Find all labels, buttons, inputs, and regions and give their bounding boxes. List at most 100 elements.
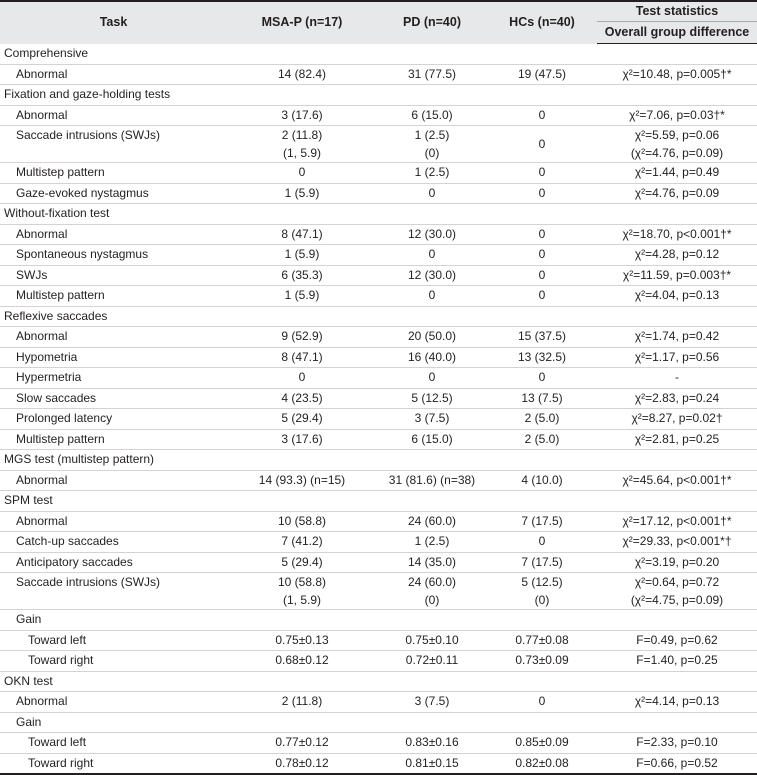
task-cell: Multistep pattern: [0, 285, 227, 307]
section-row: MGS test (multistep pattern): [0, 449, 757, 471]
stats-cell: χ²=4.76, p=0.09: [597, 183, 757, 204]
table-row: Spontaneous nystagmus 1 (5.9) 0 0 χ²=4.28, p…: [0, 244, 757, 266]
stats-cell: F=0.49, p=0.62: [597, 630, 757, 651]
task-cell: Multistep pattern: [0, 429, 227, 450]
msa-cell-line2: (1, 5.9): [282, 146, 321, 160]
stats-cell: χ²=10.48, p=0.005†*: [597, 64, 757, 85]
msa-cell-line1: 10 (58.8): [277, 575, 327, 589]
task-cell-line1: Saccade intrusions (SWJs): [16, 128, 161, 142]
pd-cell: 0.72±0.11: [377, 650, 487, 672]
stats-cell: χ²=1.44, p=0.49: [597, 162, 757, 184]
table-row: Abnormal 9 (52.9) 20 (50.0) 15 (37.5) χ²=1.7…: [0, 326, 757, 348]
msa-cell: 1 (5.9): [227, 183, 377, 204]
hc-cell: 0: [487, 531, 597, 553]
msa-cell: [227, 712, 377, 733]
table-row: Abnormal 14 (93.3) (n=15) 31 (81.6) (n=38)…: [0, 470, 757, 491]
stats-cell: χ²=8.27, p=0.02†: [597, 408, 757, 430]
table-row: Toward left 0.75±0.13 0.75±0.10 0.77±0.08 F=…: [0, 630, 757, 651]
table-row: Abnormal 8 (47.1) 12 (30.0) 0 χ²=18.70, p<0.…: [0, 224, 757, 245]
task-cell: Abnormal: [0, 691, 227, 713]
task-cell: Toward right: [0, 753, 227, 775]
msa-cell: 0.77±0.12: [227, 732, 377, 754]
msa-cell: 9 (52.9): [227, 326, 377, 348]
hc-cell: 0: [487, 244, 597, 266]
pd-cell: 24 (60.0): [377, 511, 487, 532]
table-row: Catch-up saccades 7 (41.2) 1 (2.5) 0 χ²=29.3…: [0, 531, 757, 553]
pd-cell: 16 (40.0): [377, 347, 487, 368]
task-cell: Abnormal: [0, 105, 227, 126]
section-row: Comprehensive: [0, 43, 757, 65]
pd-cell: 6 (15.0): [377, 429, 487, 450]
hc-cell: 15 (37.5): [487, 326, 597, 348]
pd-cell: 0: [377, 183, 487, 204]
pd-cell: [377, 609, 487, 631]
msa-cell: 6 (35.3): [227, 265, 377, 286]
pd-cell-line1: 1 (2.5): [414, 128, 450, 142]
msa-cell: 10 (58.8): [227, 511, 377, 532]
hc-cell: 2 (5.0): [487, 408, 597, 430]
stats-cell: χ²=17.12, p<0.001†*: [597, 511, 757, 532]
msa-cell: 2 (11.8) (1, 5.9): [227, 125, 377, 163]
table-row: Multistep pattern 3 (17.6) 6 (15.0) 2 (5.0)…: [0, 429, 757, 450]
task-cell: SWJs: [0, 265, 227, 286]
header-overall-group-difference: Overall group difference: [597, 21, 757, 44]
stats-cell: χ²=29.33, p<0.001*†: [597, 531, 757, 553]
table-body: Comprehensive Abnormal 14 (82.4) 31 (77.5) 1…: [0, 43, 757, 775]
task-cell: Abnormal: [0, 470, 227, 491]
hc-cell-line2: (0): [534, 593, 550, 607]
msa-cell: 0: [227, 367, 377, 389]
task-cell: Gain: [0, 712, 227, 733]
table-row: Anticipatory saccades 5 (29.4) 14 (35.0) 7 …: [0, 552, 757, 573]
hc-cell: 0: [487, 183, 597, 204]
header-test-statistics: Test statistics: [597, 0, 757, 22]
pd-cell: 0.75±0.10: [377, 630, 487, 651]
section-label: MGS test (multistep pattern): [0, 449, 757, 471]
table-row: Abnormal 14 (82.4) 31 (77.5) 19 (47.5) χ²=10…: [0, 64, 757, 85]
pd-cell-line2: (0): [424, 146, 440, 160]
pd-cell: 6 (15.0): [377, 105, 487, 126]
hc-cell: 0: [487, 265, 597, 286]
table-row: Abnormal 10 (58.8) 24 (60.0) 7 (17.5) χ²=17.…: [0, 511, 757, 532]
table-row: Saccade intrusions (SWJs) 2 (11.8) (1, 5.9…: [0, 125, 757, 163]
msa-cell: 14 (93.3) (n=15): [227, 470, 377, 491]
stats-cell: χ²=2.81, p=0.25: [597, 429, 757, 450]
stats-cell: χ²=4.28, p=0.12: [597, 244, 757, 266]
hc-cell: [487, 609, 597, 631]
table-row: Abnormal 3 (17.6) 6 (15.0) 0 χ²=7.06, p=0.03…: [0, 105, 757, 126]
pd-cell: 31 (81.6) (n=38): [377, 470, 487, 491]
stats-cell: χ²=4.04, p=0.13: [597, 285, 757, 307]
table-row: Toward left 0.77±0.12 0.83±0.16 0.85±0.09 F=…: [0, 732, 757, 754]
section-label: Without-fixation test: [0, 203, 757, 225]
hc-cell: 0.73±0.09: [487, 650, 597, 672]
hc-cell: 13 (32.5): [487, 347, 597, 368]
table-row: Toward right 0.68±0.12 0.72±0.11 0.73±0.09 F…: [0, 650, 757, 672]
table-row: Multistep pattern 0 1 (2.5) 0 χ²=1.44, p=0.4…: [0, 162, 757, 184]
section-row: OKN test: [0, 671, 757, 692]
task-cell: Abnormal: [0, 224, 227, 245]
pd-cell: 0.81±0.15: [377, 753, 487, 775]
pd-cell: 0: [377, 244, 487, 266]
hc-cell: 0.82±0.08: [487, 753, 597, 775]
task-cell: Saccade intrusions (SWJs): [0, 572, 227, 610]
hc-cell: 5 (12.5) (0): [487, 572, 597, 610]
section-row: Fixation and gaze-holding tests: [0, 84, 757, 106]
stats-cell: F=2.33, p=0.10: [597, 732, 757, 754]
task-cell: Prolonged latency: [0, 408, 227, 430]
msa-cell-line2: (1, 5.9): [282, 593, 321, 607]
pd-cell: 24 (60.0) (0): [377, 572, 487, 610]
pd-cell: 3 (7.5): [377, 691, 487, 713]
section-label: SPM test: [0, 490, 757, 512]
msa-cell: 0.78±0.12: [227, 753, 377, 775]
pd-cell: 1 (2.5): [377, 162, 487, 184]
task-cell: Abnormal: [0, 326, 227, 348]
msa-cell: 0.75±0.13: [227, 630, 377, 651]
pd-cell: 0: [377, 285, 487, 307]
table-row: Gain: [0, 712, 757, 733]
stats-cell: χ²=18.70, p<0.001†*: [597, 224, 757, 245]
msa-cell: 5 (29.4): [227, 552, 377, 573]
stats-cell: [597, 712, 757, 733]
pd-cell: 31 (77.5): [377, 64, 487, 85]
stats-cell-line2: (χ²=4.76, p=0.09): [630, 146, 724, 160]
table-header: Task MSA-P (n=17) PD (n=40) HCs (n=40) T…: [0, 0, 757, 44]
table-row: Hypermetria 0 0 0-: [0, 367, 757, 389]
